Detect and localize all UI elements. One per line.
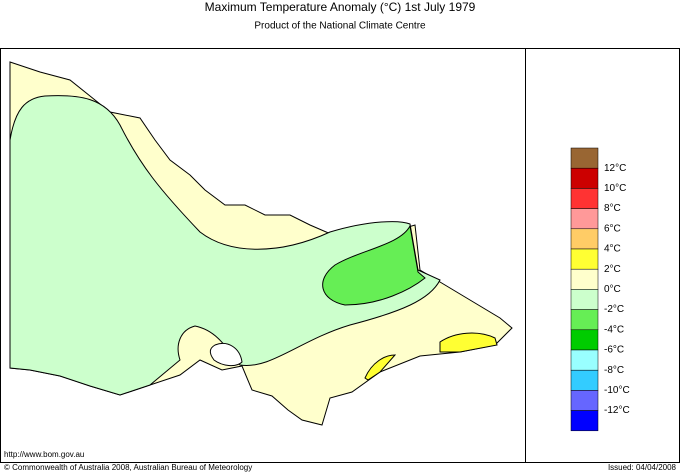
- copyright: © Commonwealth of Australia 2008, Austra…: [4, 463, 252, 472]
- legend-swatch: [570, 228, 599, 250]
- legend-label: 4°C: [604, 244, 621, 255]
- legend-swatch: [570, 248, 599, 270]
- issued-date: Issued: 04/04/2008: [608, 463, 677, 472]
- legend-label: -2°C: [604, 304, 624, 315]
- legend-swatch: [570, 208, 599, 230]
- legend-swatch: [570, 410, 599, 432]
- subtitle: Product of the National Climate Centre: [254, 21, 426, 32]
- legend-label: -8°C: [604, 365, 624, 376]
- legend-label: 10°C: [604, 183, 626, 194]
- legend-label: 6°C: [604, 223, 621, 234]
- legend-swatch: [570, 349, 599, 371]
- legend-swatch: [570, 390, 599, 411]
- legend-label: -12°C: [604, 405, 630, 416]
- legend-label: 2°C: [604, 264, 621, 275]
- zone-2-to-4-south: [364, 354, 397, 381]
- legend-label: -10°C: [604, 385, 630, 396]
- legend-swatch: [570, 369, 599, 391]
- zone-2-to-4-east: [439, 332, 498, 353]
- legend-label: 0°C: [604, 284, 621, 295]
- legend-swatch: [570, 309, 599, 331]
- zone-0-to-minus2: [9, 95, 441, 396]
- zone-minus2-to-minus4: [322, 224, 426, 306]
- legend-swatch: [570, 289, 599, 310]
- legend-swatch: [570, 147, 599, 169]
- legend-label: 12°C: [604, 163, 626, 174]
- map: [9, 61, 513, 426]
- legend-label: -6°C: [604, 345, 624, 356]
- source-url: http://www.bom.gov.au: [4, 450, 84, 459]
- legend-swatch: [570, 188, 599, 209]
- legend-label: 8°C: [604, 203, 621, 214]
- legend-swatch: [570, 268, 599, 290]
- legend: 12°C 10°C 8°C 6°C 4°C 2°C 0°C -2°C -4°C -6°C -8°C -…: [570, 147, 630, 432]
- port-phillip-bay: [209, 343, 243, 367]
- legend-label: -4°C: [604, 324, 624, 335]
- legend-swatch: [570, 329, 599, 351]
- legend-swatch: [570, 167, 599, 189]
- title: Maximum Temperature Anomaly (°C) 1st Jul…: [205, 0, 476, 14]
